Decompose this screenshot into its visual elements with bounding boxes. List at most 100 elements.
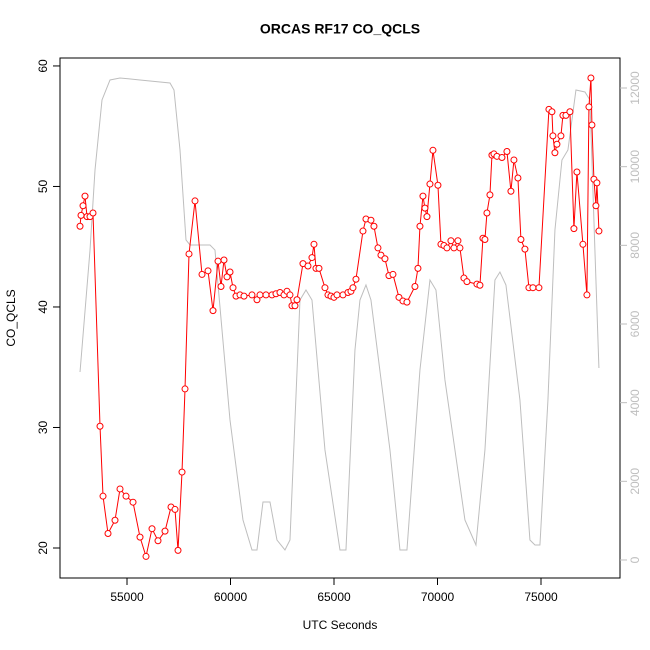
data-point <box>503 148 511 156</box>
data-point <box>573 168 581 176</box>
data-point <box>411 282 419 290</box>
data-point <box>593 179 601 187</box>
data-point <box>450 244 458 252</box>
data-point <box>223 273 231 281</box>
data-point <box>585 103 593 111</box>
y2-tick-label: 2000 <box>628 468 642 495</box>
data-point <box>389 270 397 278</box>
data-point <box>178 468 186 476</box>
data-point <box>148 525 156 533</box>
data-point <box>310 240 318 248</box>
data-point <box>321 284 329 292</box>
data-line <box>79 77 600 559</box>
data-point <box>111 516 119 524</box>
data-point <box>226 268 234 276</box>
data-point <box>434 181 442 189</box>
data-point <box>588 121 596 129</box>
y2-tick-label: 6000 <box>628 310 642 337</box>
data-point <box>423 213 431 221</box>
data-point <box>463 278 471 286</box>
data-point <box>587 74 595 82</box>
data-point <box>248 291 256 299</box>
data-point <box>507 187 515 195</box>
data-point <box>308 254 316 262</box>
data-point <box>333 291 341 299</box>
data-point <box>548 108 556 116</box>
data-point <box>456 244 464 252</box>
data-point <box>96 422 104 430</box>
data-point <box>557 132 565 140</box>
data-point <box>476 281 484 289</box>
data-point <box>256 291 264 299</box>
data-point <box>570 225 578 233</box>
data-point <box>579 240 587 248</box>
data-point <box>521 245 529 253</box>
plot-frame <box>59 57 621 579</box>
data-point <box>286 291 294 299</box>
data-point <box>517 235 525 243</box>
y2-tick-label: 4000 <box>628 389 642 416</box>
y2-tick-label: 0 <box>628 556 642 563</box>
data-point <box>486 191 494 199</box>
data-point <box>240 292 248 300</box>
data-point <box>89 209 97 217</box>
data-point <box>291 302 299 310</box>
y-tick-label: 50 <box>36 179 50 193</box>
data-point <box>204 267 212 275</box>
data-point <box>171 505 179 513</box>
data-point <box>414 264 422 272</box>
data-point <box>181 385 189 393</box>
data-point <box>454 237 462 245</box>
data-point <box>304 262 312 270</box>
data-point <box>253 296 261 304</box>
data-point <box>367 216 375 224</box>
data-point <box>76 222 84 230</box>
data-point <box>381 255 389 263</box>
data-point <box>220 256 228 264</box>
y2-tick-label: 8000 <box>628 232 642 259</box>
data-point <box>214 257 222 265</box>
data-point <box>370 222 378 230</box>
data-point <box>535 284 543 292</box>
data-point <box>514 174 522 182</box>
data-point <box>483 209 491 217</box>
data-point <box>481 235 489 243</box>
data-point <box>426 180 434 188</box>
data-point <box>129 498 137 506</box>
data-point <box>293 296 301 304</box>
y-tick-label: 30 <box>36 420 50 434</box>
x-axis-label: UTC Seconds <box>303 618 378 632</box>
data-point <box>583 291 591 299</box>
data-point <box>191 197 199 205</box>
data-point <box>359 227 367 235</box>
chart-title: ORCAS RF17 CO_QCLS <box>260 21 420 37</box>
data-point <box>510 156 518 164</box>
data-point <box>595 227 603 235</box>
y-axis-label: CO_QCLS <box>4 289 18 346</box>
x-tick-label: 60000 <box>214 590 248 604</box>
y2-tick-label: 10000 <box>628 150 642 184</box>
data-point <box>104 530 112 538</box>
data-point <box>315 264 323 272</box>
y-tick-label: 60 <box>36 59 50 73</box>
data-point <box>198 270 206 278</box>
x-tick-label: 75000 <box>524 590 558 604</box>
data-point <box>447 237 455 245</box>
x-tick-label: 65000 <box>317 590 351 604</box>
y-tick-label: 40 <box>36 300 50 314</box>
x-tick-label: 55000 <box>110 590 144 604</box>
data-point <box>553 140 561 148</box>
data-point <box>217 282 225 290</box>
data-point <box>498 154 506 162</box>
data-point <box>403 298 411 306</box>
data-point <box>174 546 182 554</box>
data-point <box>529 284 537 292</box>
y2-tick-label: 12000 <box>628 71 642 105</box>
data-point <box>154 537 162 545</box>
data-point <box>592 202 600 210</box>
data-point <box>79 202 87 210</box>
data-point <box>122 492 130 500</box>
data-point <box>352 275 360 283</box>
